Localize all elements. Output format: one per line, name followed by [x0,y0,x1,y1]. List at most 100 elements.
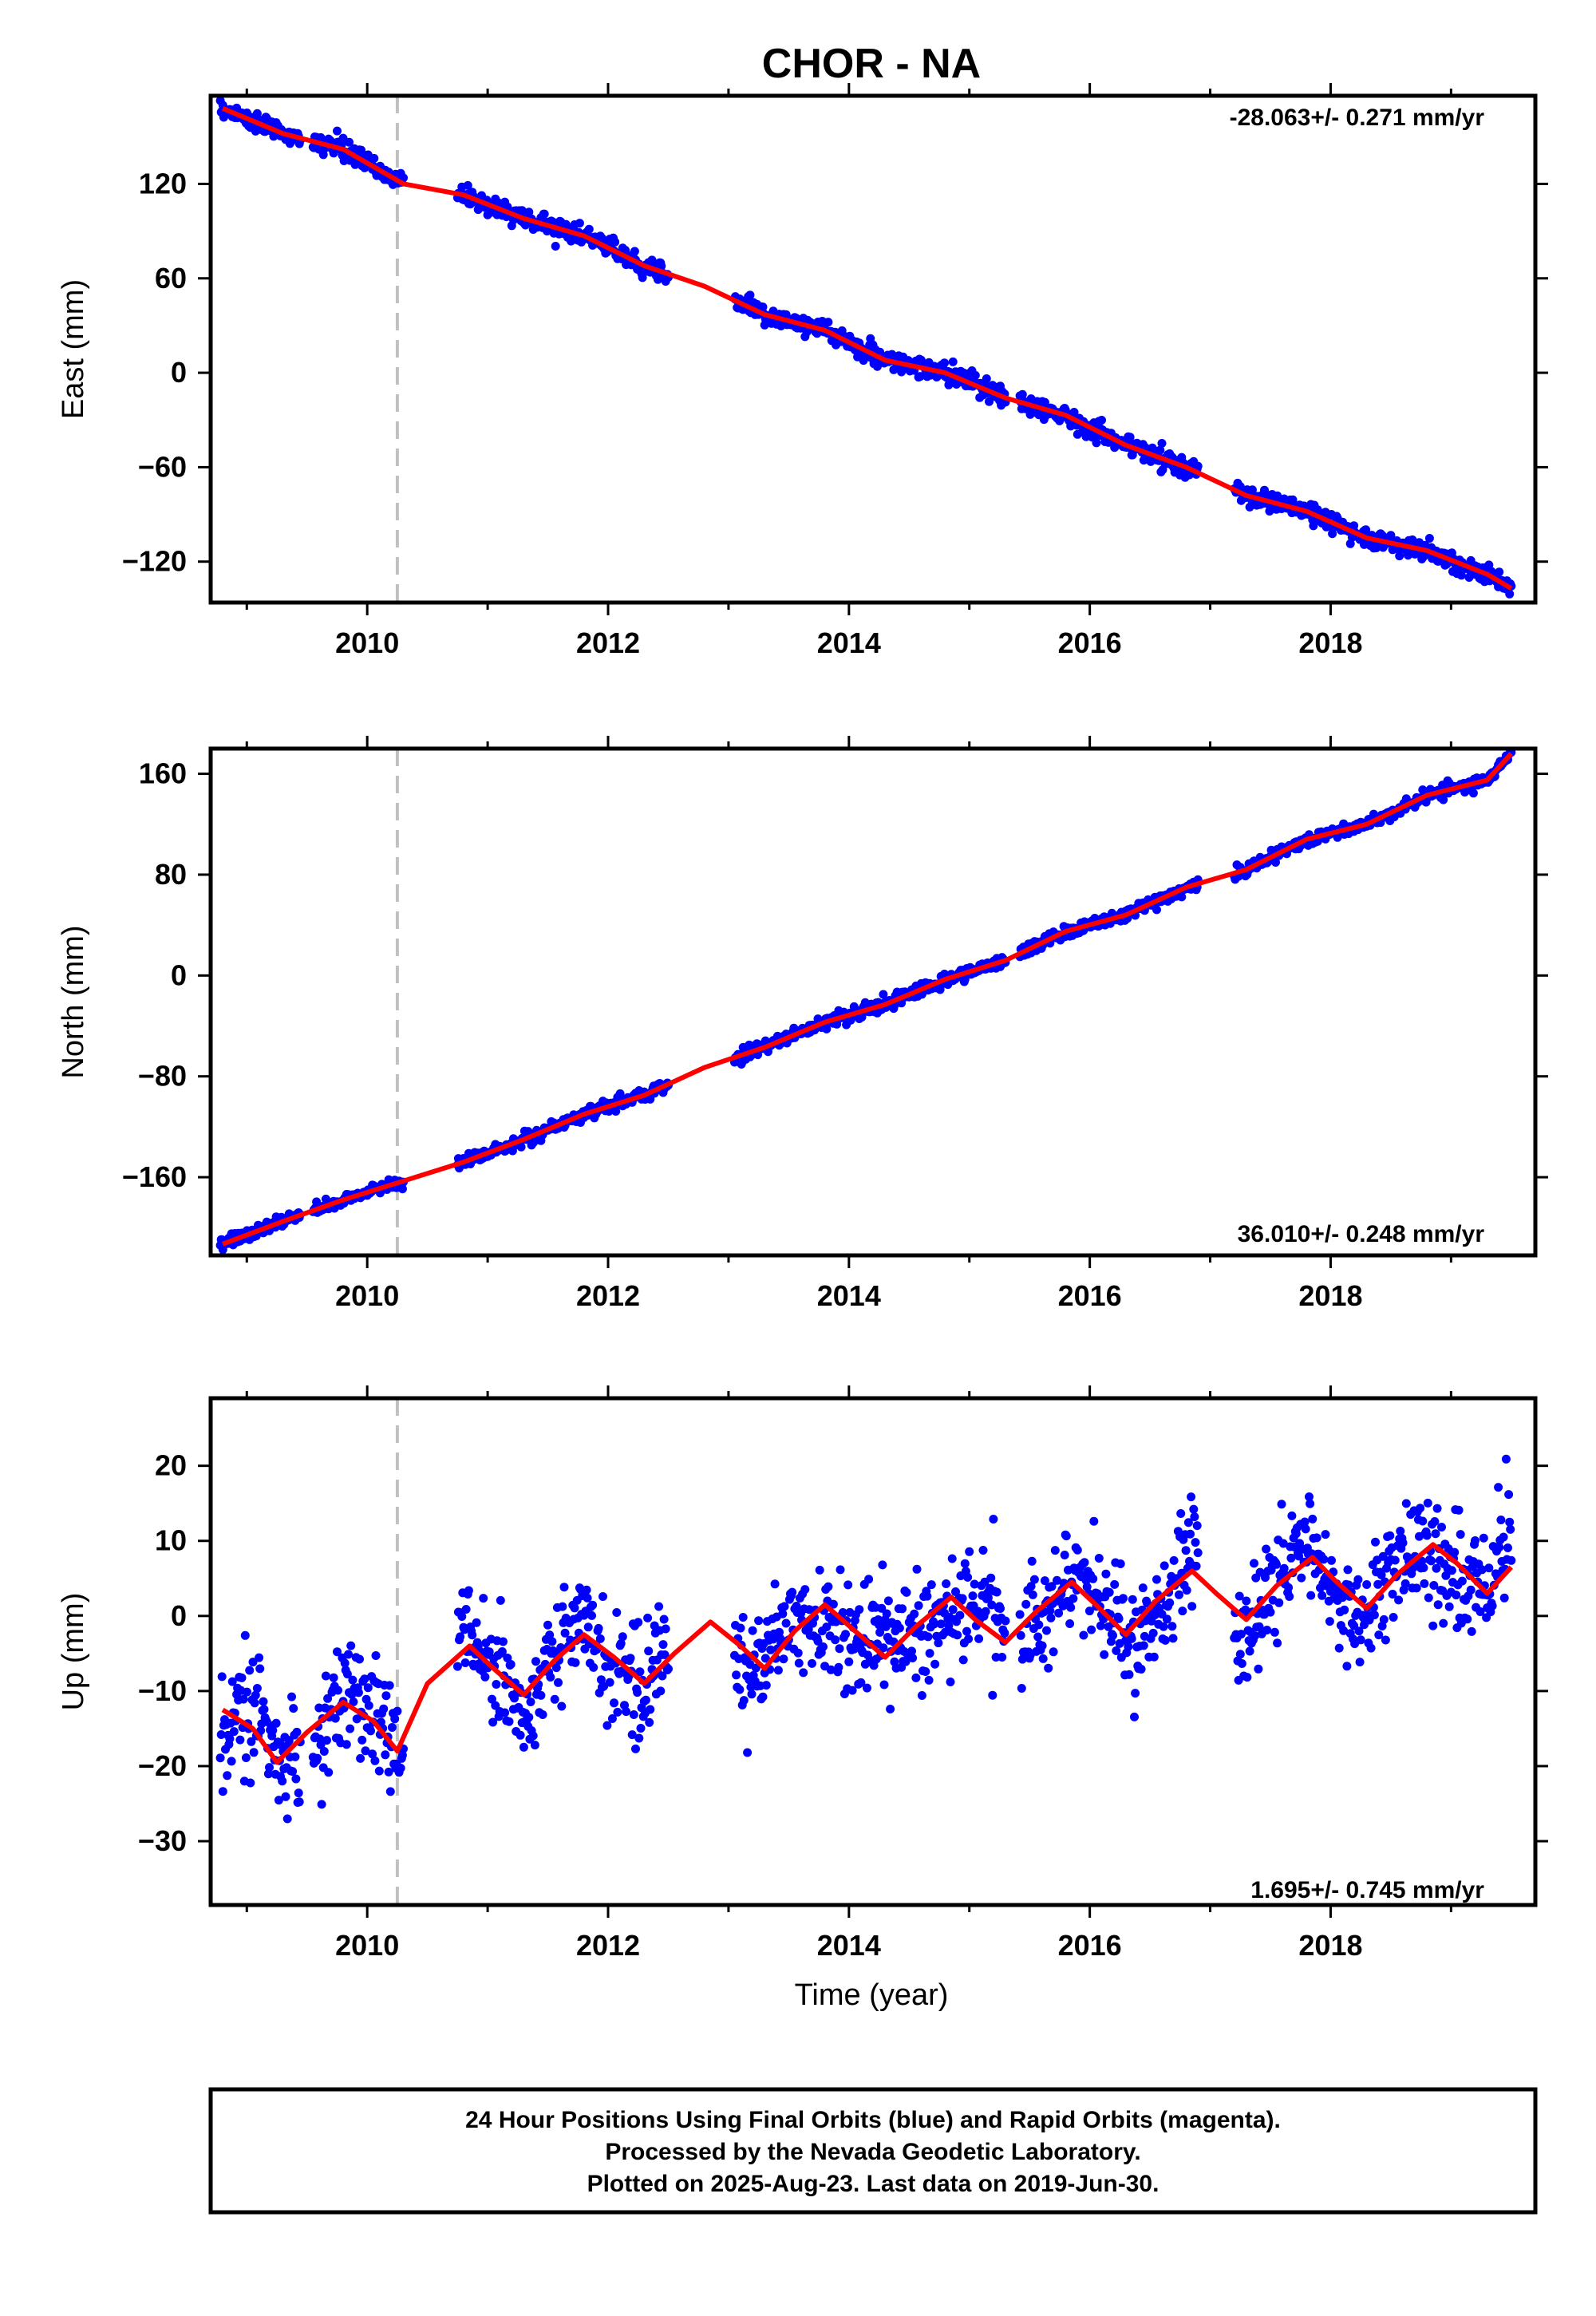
data-point [780,1602,789,1611]
data-point [912,1564,922,1574]
data-point [879,1643,888,1653]
data-point [1301,1524,1310,1534]
data-point [1439,1618,1448,1628]
data-point [390,1714,400,1724]
data-point [878,1560,887,1570]
data-point [1272,1559,1281,1569]
data-point [227,1757,236,1766]
data-point [1186,1529,1195,1539]
data-point [322,1736,331,1745]
data-point [589,1662,598,1672]
data-point [834,1662,843,1672]
data-point [252,109,262,118]
data-point [824,318,833,327]
data-point [947,1554,957,1563]
data-point [1456,1530,1465,1539]
data-point [594,1623,603,1633]
data-point [484,1647,494,1657]
data-point [1447,1566,1456,1575]
data-point [229,1727,239,1737]
data-point [251,1690,260,1700]
y-tick-label: −80 [138,1060,187,1093]
data-point [472,1618,481,1627]
data-point [960,1559,970,1568]
data-point [227,1677,237,1686]
data-point [1463,1614,1472,1624]
data-point [1055,416,1065,425]
data-point [1149,1652,1159,1662]
data-point [1046,1613,1056,1622]
x-tick-label: 2012 [576,1279,640,1312]
data-point [930,1659,940,1669]
data-point [463,180,472,190]
data-point [1495,1543,1504,1552]
x-tick-label: 2018 [1298,1929,1362,1962]
data-point [883,1596,893,1606]
data-point [493,198,503,207]
data-point [558,1602,567,1611]
data-point [396,1764,405,1773]
data-point [1353,1575,1363,1584]
data-point [616,1638,626,1648]
x-tick-label: 2012 [576,626,640,659]
data-point [1418,1516,1428,1526]
data-point [263,1769,273,1779]
data-point [1494,1483,1503,1492]
data-point [1114,1614,1124,1623]
data-point [953,1630,962,1640]
data-point [1499,1593,1509,1603]
data-point [1237,1659,1246,1668]
data-point [1431,1529,1440,1539]
data-point [754,1616,764,1626]
data-point [634,1618,643,1627]
y-tick-label: 60 [155,262,187,294]
data-point [255,1653,264,1662]
data-point [1079,1630,1088,1640]
y-tick-label: 120 [139,167,187,200]
data-point [1250,1559,1258,1568]
data-point [225,1734,235,1744]
data-point [958,1655,968,1665]
data-point [1191,1538,1200,1547]
data-point [358,1735,367,1745]
data-point [519,1742,528,1752]
data-point [831,1635,840,1645]
y-tick-label: 160 [139,757,187,790]
data-point [1428,1621,1438,1630]
data-point [1507,1555,1516,1565]
data-point [1394,1595,1404,1605]
data-point [289,1704,298,1713]
data-point [941,1627,950,1637]
data-point [1182,1586,1191,1595]
data-point [1029,1575,1039,1584]
data-point [847,1686,857,1695]
data-point [1505,589,1515,599]
data-point [1053,1575,1061,1585]
data-point [1366,1643,1376,1653]
data-point [922,1591,932,1601]
y-tick-label: −30 [138,1824,187,1857]
data-point [551,242,560,251]
data-point [323,1694,333,1703]
data-point [739,1696,749,1705]
data-point [1159,1622,1168,1631]
data-point [551,1663,561,1673]
data-point [635,1667,645,1677]
data-point [349,1697,358,1706]
data-point [902,1587,911,1597]
velocity-label: 1.695+/- 0.745 mm/yr [1250,1877,1484,1903]
data-point [738,1613,748,1622]
data-point [855,1605,864,1614]
caption-box [208,2087,1538,2215]
data-point [908,1654,918,1662]
data-point [318,150,328,160]
data-point [1377,1571,1386,1579]
data-point [1016,1630,1025,1640]
data-point [1339,1626,1349,1635]
x-tick-label: 2012 [576,1929,640,1962]
data-point [1130,1712,1139,1721]
data-point [991,1653,1001,1662]
data-point [1080,1558,1089,1567]
data-point [1160,1635,1170,1645]
data-point [1466,1585,1476,1595]
